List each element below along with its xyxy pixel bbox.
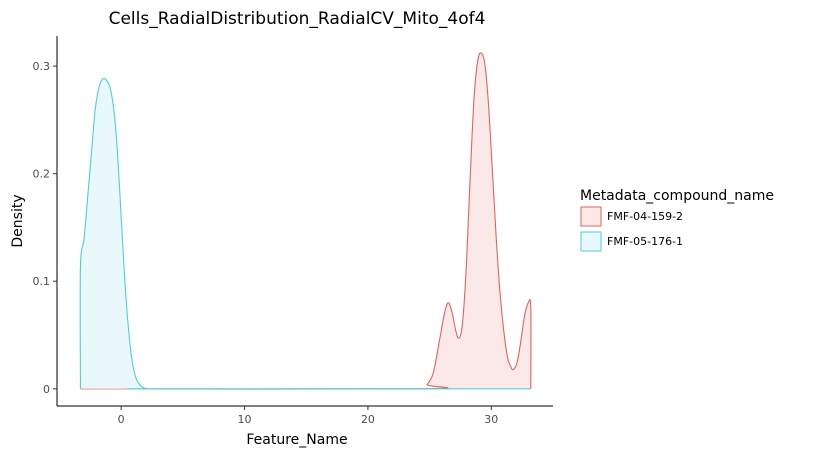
y-axis-ticks: 0 0.1 0.2 0.3 <box>33 60 57 396</box>
legend-title: Metadata_compound_name <box>580 188 774 204</box>
legend-items: FMF-04-159-2 FMF-05-176-1 <box>580 206 683 252</box>
plot-area: 0 10 20 30 0 0.1 0.2 0.3 <box>33 36 553 426</box>
x-tick-label: 0 <box>118 413 125 426</box>
legend-label-fmf-04-159-2: FMF-04-159-2 <box>607 210 683 223</box>
legend-key-fmf-04-159-2 <box>580 206 602 227</box>
series-layer <box>79 52 532 390</box>
legend-key-fmf-05-176-1 <box>580 231 602 252</box>
x-tick-label: 30 <box>484 413 498 426</box>
x-tick-label: 10 <box>238 413 252 426</box>
x-tick-label: 20 <box>361 413 375 426</box>
density-area-fmf-04-159-2 <box>80 52 531 390</box>
legend-label-fmf-05-176-1: FMF-05-176-1 <box>607 235 683 248</box>
density-area-fmf-05-176-1 <box>80 78 531 389</box>
y-tick-label: 0.2 <box>33 168 51 181</box>
x-axis-title: Feature_Name <box>246 432 347 448</box>
density-line-fmf-05-176-1 <box>79 77 531 390</box>
y-axis-title: Density <box>10 194 26 247</box>
y-tick-label: 0.3 <box>33 60 51 73</box>
x-axis-ticks: 0 10 20 30 <box>118 406 498 426</box>
y-tick-label: 0.1 <box>33 275 51 288</box>
chart-title: Cells_RadialDistribution_RadialCV_Mito_4… <box>109 9 486 29</box>
y-tick-label: 0 <box>43 383 50 396</box>
legend: Metadata_compound_name FMF-04-159-2FMF-0… <box>580 188 774 252</box>
density-line-fmf-04-159-2 <box>80 52 532 390</box>
